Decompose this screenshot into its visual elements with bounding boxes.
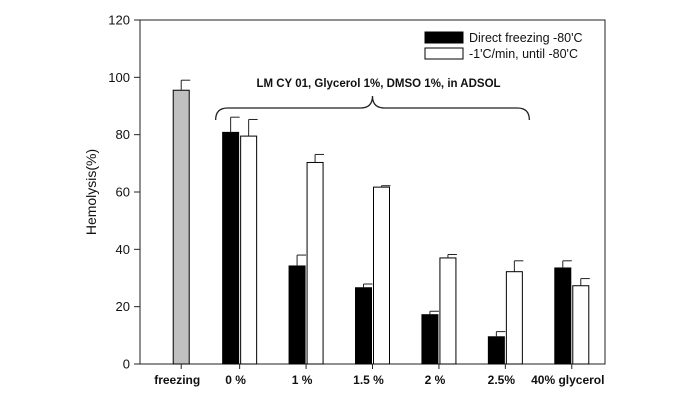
y-tick-label-100: 100 [108, 70, 130, 85]
y-tick-label-20: 20 [116, 299, 130, 314]
x-category-label-1: 0 % [225, 373, 246, 387]
bar-0-single [172, 89, 190, 365]
annotation-text: LM CY 01, Glycerol 1%, DMSO 1%, in ADSOL [256, 78, 500, 90]
plot-frame [139, 19, 606, 365]
plot-area: 0 20 40 60 80 100 120 freezing 0 % 1 % 1.5 % 2 % 2.… [108, 13, 606, 387]
y-tick-label-120: 120 [108, 13, 130, 28]
legend-swatch-slow-cooling [424, 47, 464, 60]
legend-swatch-direct-freezing [424, 31, 464, 44]
y-tick-label-0: 0 [123, 357, 130, 372]
bar-4-series-0 [421, 314, 439, 365]
y-axis: 0 20 40 60 80 100 120 [108, 13, 140, 372]
bar-5-series-1 [505, 271, 523, 365]
x-axis: freezing 0 % 1 % 1.5 % 2 % 2.5% 40% glycerol [154, 364, 604, 387]
bar-1-series-1 [240, 135, 258, 365]
legend: Direct freezing -80'C -1'C/min, until -8… [424, 31, 583, 61]
y-tick-label-40: 40 [116, 242, 130, 257]
annotation-group: LM CY 01, Glycerol 1%, DMSO 1%, in ADSOL [214, 78, 531, 121]
bars-group [172, 79, 590, 365]
x-category-label-4: 2 % [425, 373, 446, 387]
annotation-brace [214, 95, 531, 121]
x-category-label-6: 40% glycerol [531, 373, 604, 387]
bar-4-series-1 [439, 257, 457, 365]
x-category-label-0: freezing [154, 373, 200, 387]
legend-label-slow-cooling: -1'C/min, until -80'C [469, 47, 578, 61]
bar-5-series-0 [487, 336, 505, 365]
bar-1-series-0 [222, 131, 240, 365]
bar-2-series-0 [288, 265, 306, 365]
bar-6-series-1 [572, 285, 590, 365]
x-category-label-2: 1 % [292, 373, 313, 387]
x-category-label-5: 2.5% [488, 373, 516, 387]
bar-6-series-0 [554, 267, 572, 365]
bar-2-series-1 [306, 161, 324, 365]
y-axis-title: Hemolysis(%) [83, 149, 99, 235]
y-tick-label-60: 60 [116, 185, 130, 200]
bar-3-series-0 [355, 287, 372, 365]
x-category-label-3: 1.5 % [353, 373, 384, 387]
legend-label-direct-freezing: Direct freezing -80'C [469, 31, 583, 45]
y-tick-label-80: 80 [116, 127, 130, 142]
bar-3-series-1 [373, 186, 390, 365]
